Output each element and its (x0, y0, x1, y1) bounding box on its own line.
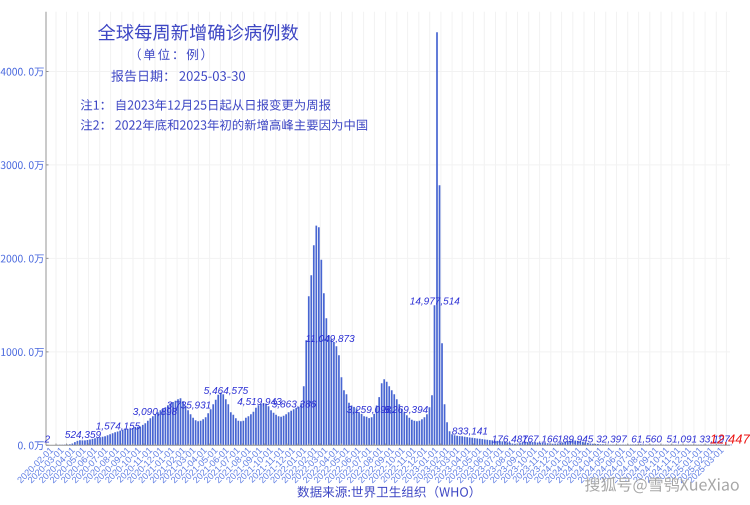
svg-text:32,397: 32,397 (596, 435, 627, 446)
svg-text:11,049,873: 11,049,873 (305, 334, 355, 345)
svg-text:12,447: 12,447 (710, 431, 750, 446)
svg-text:51,091: 51,091 (667, 435, 698, 446)
svg-text:3,090,898: 3,090,898 (133, 407, 178, 418)
svg-text:3,259,098: 3,259,098 (347, 405, 392, 416)
svg-text:14,977,514: 14,977,514 (410, 296, 460, 307)
svg-text:8,269,394: 8,269,394 (384, 405, 429, 416)
svg-text:2: 2 (44, 435, 51, 446)
svg-text:3,863,386: 3,863,386 (272, 400, 317, 411)
svg-text:189,945: 189,945 (557, 435, 594, 446)
svg-text:4,519,943: 4,519,943 (237, 397, 282, 408)
svg-text:5,464,575: 5,464,575 (204, 386, 249, 397)
svg-text:176,487: 176,487 (492, 435, 529, 446)
svg-text:167,166: 167,166 (522, 435, 559, 446)
svg-text:833,141: 833,141 (452, 427, 488, 438)
svg-text:33,197: 33,197 (699, 435, 730, 446)
svg-text:1,574,155: 1,574,155 (96, 422, 141, 433)
svg-text:3,735,931: 3,735,931 (167, 401, 212, 412)
svg-text:61,560: 61,560 (631, 435, 662, 446)
svg-text:524,359: 524,359 (65, 430, 102, 441)
